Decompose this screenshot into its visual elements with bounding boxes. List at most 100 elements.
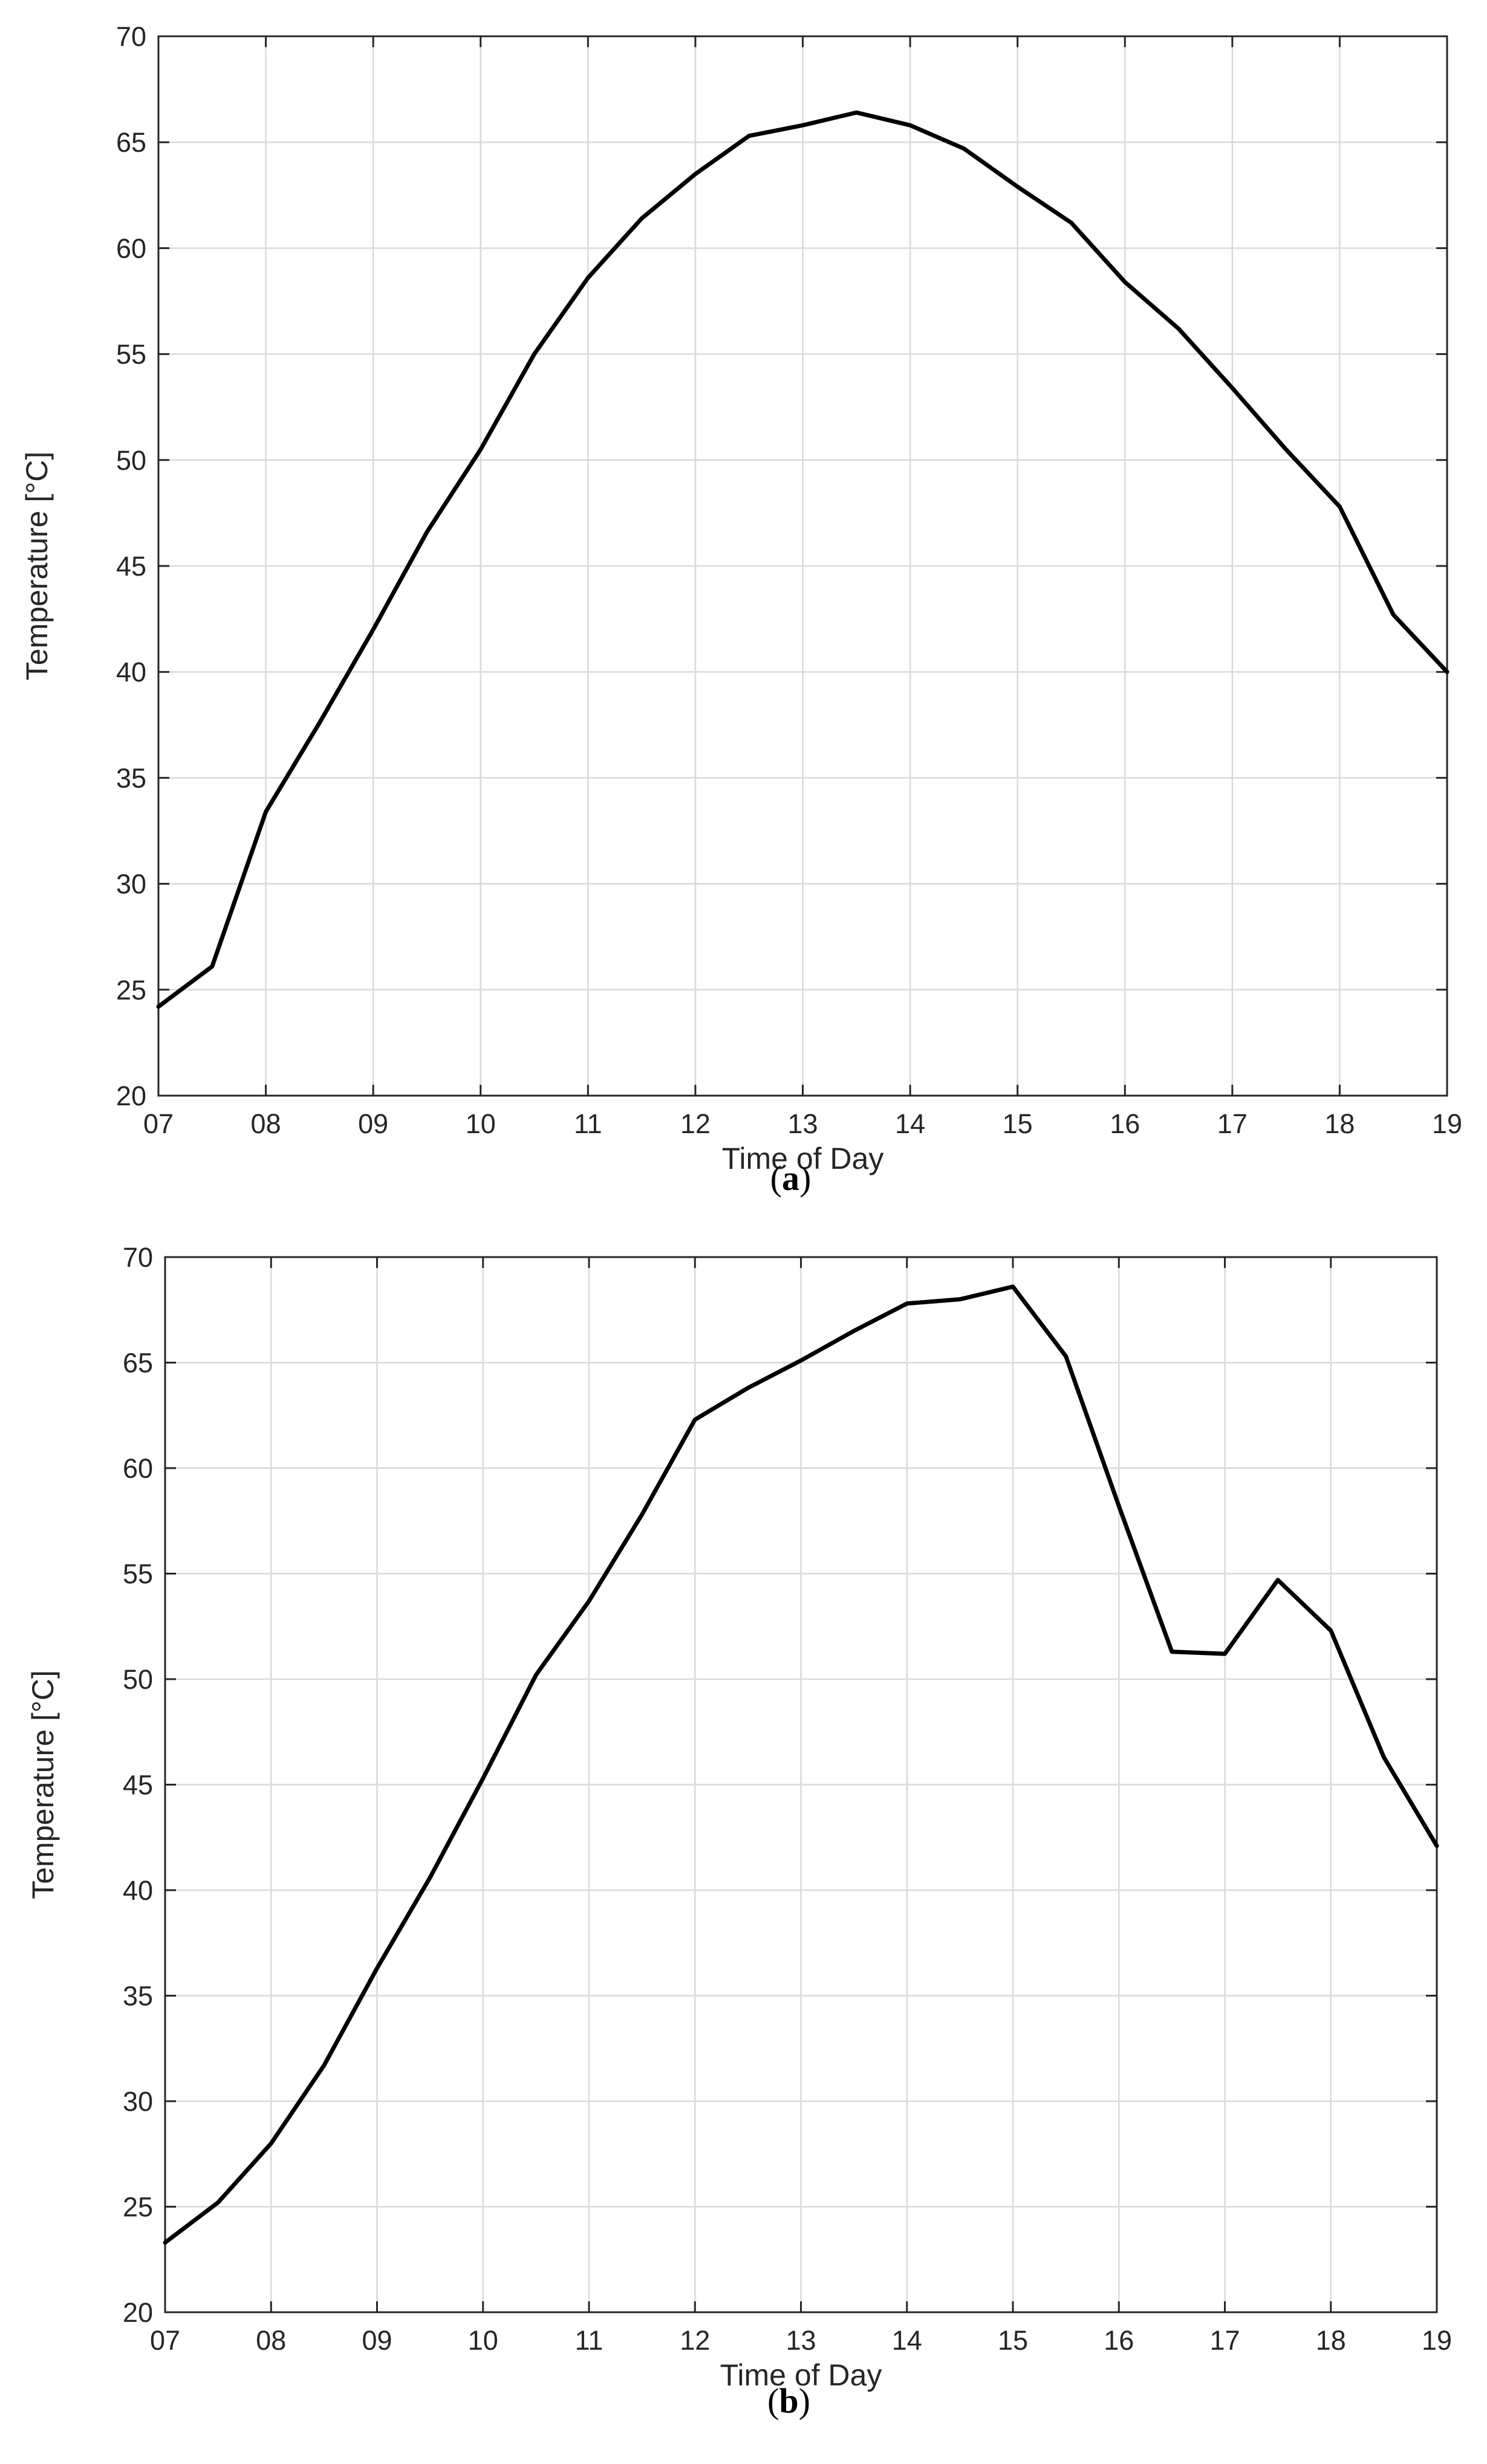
data-point <box>1391 613 1396 617</box>
x-axis-label: Time of Day <box>720 2358 882 2392</box>
x-tick-label: 12 <box>680 1108 711 1139</box>
panel-caption: (b) <box>767 2381 810 2420</box>
y-tick-label: 60 <box>116 233 146 264</box>
x-tick-label: 19 <box>1432 1108 1462 1139</box>
data-point <box>692 1417 697 1422</box>
caption-paren: ) <box>799 2381 810 2420</box>
data-point <box>371 627 376 632</box>
data-point <box>322 2063 327 2068</box>
x-tick-label: 10 <box>466 1108 496 1139</box>
data-point <box>481 1776 486 1781</box>
data-point <box>375 1966 380 1971</box>
data-point <box>478 447 483 452</box>
data-point <box>693 172 698 177</box>
data-point <box>1170 1650 1174 1654</box>
data-point <box>210 964 215 969</box>
data-point <box>425 530 429 535</box>
chart-panel-b: 07 08 09 10 11 12 13 14 15 16 17 18 19 20 25 30 35 40 45 50… <box>26 1242 1452 2420</box>
x-tick-label: 18 <box>1324 1108 1355 1139</box>
x-tick-label: 14 <box>892 2325 922 2356</box>
data-point <box>1116 1504 1121 1509</box>
data-point <box>905 1301 909 1306</box>
y-tick-label: 35 <box>116 762 146 793</box>
y-axis-label: Temperature [°C] <box>26 1670 60 1899</box>
caption-letter: b <box>779 2381 798 2420</box>
data-point <box>1284 447 1289 452</box>
data-point <box>163 2240 168 2245</box>
x-tick-label: 07 <box>150 2325 180 2356</box>
x-tick-label: 14 <box>895 1108 925 1139</box>
data-point <box>156 1004 161 1009</box>
x-axis-label: Time of Day <box>722 1142 884 1175</box>
y-tick-label: 20 <box>123 2297 153 2328</box>
y-tick-label: 65 <box>116 127 146 158</box>
y-tick-label: 50 <box>116 445 146 476</box>
data-point <box>908 123 913 128</box>
y-tick-label: 55 <box>116 339 146 370</box>
data-point <box>962 146 966 151</box>
x-tick-label: 15 <box>998 2325 1028 2356</box>
x-tick-label: 19 <box>1422 2325 1452 2356</box>
caption-letter: a <box>782 1159 799 1198</box>
data-point <box>1329 1628 1333 1633</box>
series-line <box>156 110 1450 1009</box>
y-tick-label: 25 <box>123 2192 153 2223</box>
y-tick-label: 60 <box>123 1453 153 1484</box>
x-tick-label: 11 <box>574 1108 602 1139</box>
y-tick-label: 20 <box>116 1081 146 1111</box>
x-tick-label: 07 <box>143 1108 174 1139</box>
data-point <box>746 1385 750 1390</box>
panel-caption: (a) <box>770 1159 812 1198</box>
x-tick-label: 08 <box>251 1108 281 1139</box>
y-tick-label: 30 <box>123 2086 153 2117</box>
data-point <box>264 809 268 814</box>
data-point <box>957 1297 962 1302</box>
x-tick-label: 10 <box>468 2325 498 2356</box>
data-point <box>317 720 322 725</box>
x-tick-label: 09 <box>358 1108 388 1139</box>
y-axis-label: Temperature [°C] <box>20 452 54 680</box>
x-tick-label: 16 <box>1110 1108 1140 1139</box>
data-point <box>428 1875 432 1880</box>
data-point <box>1445 669 1450 674</box>
series-line <box>163 1284 1439 2245</box>
y-tick-label: 45 <box>123 1770 153 1801</box>
y-tick-label: 45 <box>116 551 146 582</box>
y-tick-label: 50 <box>123 1664 153 1695</box>
data-point <box>854 110 859 115</box>
y-tick-label: 30 <box>116 869 146 900</box>
data-point <box>747 134 752 138</box>
chart-panel-a: 07 08 09 10 11 12 13 14 15 16 17 18 19 20 25 30 35 40 45 50… <box>20 21 1462 1198</box>
data-point <box>1176 327 1181 331</box>
data-point <box>1122 279 1127 284</box>
data-point <box>533 1672 538 1677</box>
data-point <box>1064 1354 1069 1359</box>
y-tick-label: 70 <box>116 21 146 52</box>
x-tick-label: 12 <box>680 2325 710 2356</box>
x-tick-label: 17 <box>1209 2325 1240 2356</box>
data-point <box>801 123 805 128</box>
x-tick-label: 13 <box>787 1108 818 1139</box>
data-point <box>799 1358 804 1363</box>
data-point <box>851 1328 856 1333</box>
y-tick-label: 65 <box>123 1348 153 1379</box>
data-point <box>532 352 537 357</box>
data-point <box>1230 386 1235 391</box>
x-tick-label: 15 <box>1003 1108 1033 1139</box>
y-tick-label: 25 <box>116 975 146 1006</box>
data-point <box>1010 1284 1015 1289</box>
y-tick-label: 70 <box>123 1242 153 1273</box>
y-tick-label: 40 <box>123 1875 153 1906</box>
data-point <box>1434 1844 1439 1848</box>
caption-paren: ( <box>770 1159 782 1198</box>
x-tick-label: 17 <box>1217 1108 1248 1139</box>
data-point <box>1381 1755 1386 1760</box>
x-tick-label: 13 <box>786 2325 816 2356</box>
data-point <box>1275 1578 1280 1582</box>
data-point <box>268 2141 273 2146</box>
data-point <box>1069 220 1073 225</box>
x-tick-label: 08 <box>256 2325 286 2356</box>
y-tick-label: 35 <box>123 1981 153 2012</box>
data-point <box>640 1512 645 1517</box>
